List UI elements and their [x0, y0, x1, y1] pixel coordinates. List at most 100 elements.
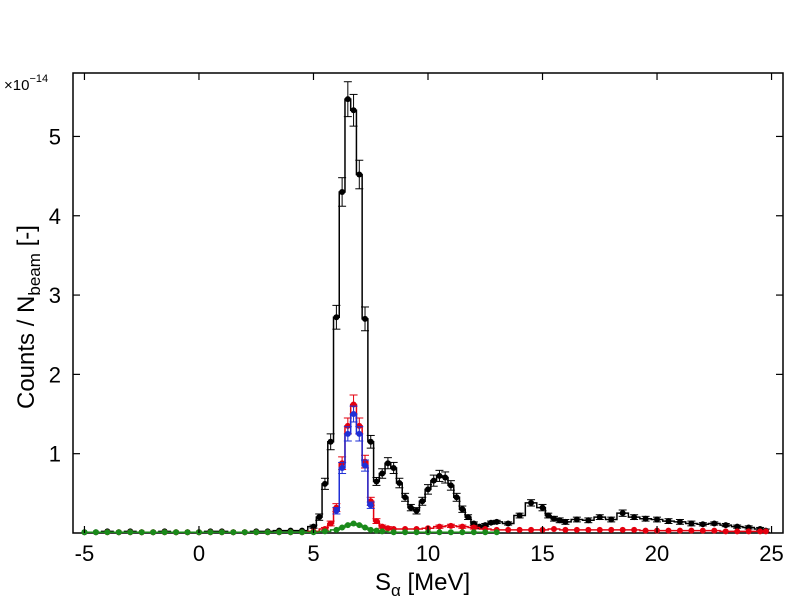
data-point — [573, 516, 580, 523]
data-point — [493, 518, 500, 525]
data-point — [562, 526, 569, 533]
data-point — [699, 527, 706, 534]
data-point — [362, 315, 369, 322]
data-point — [516, 526, 523, 533]
data-point — [596, 514, 603, 521]
y-ticks: 1 2 3 4 5 — [49, 124, 783, 467]
data-point — [665, 518, 672, 525]
x-tick-label: 10 — [416, 541, 440, 566]
series-1-step-line — [104, 403, 769, 533]
data-point — [608, 516, 615, 523]
data-point — [722, 522, 729, 529]
data-point — [711, 527, 718, 534]
data-point — [447, 522, 454, 529]
data-point — [654, 516, 661, 523]
data-point — [596, 526, 603, 533]
x-tick-label: 0 — [193, 541, 205, 566]
data-point — [333, 314, 340, 321]
data-point — [350, 520, 357, 527]
data-point — [642, 515, 649, 522]
data-point — [127, 529, 134, 536]
data-point — [442, 474, 449, 481]
data-point — [573, 526, 580, 533]
data-point — [327, 520, 334, 527]
data-point — [362, 524, 369, 531]
data-point — [699, 521, 706, 528]
data-point — [585, 517, 592, 524]
data-point — [470, 529, 477, 536]
data-point — [356, 422, 363, 429]
data-point — [676, 518, 683, 525]
data-point — [390, 529, 397, 536]
data-point — [619, 526, 626, 533]
data-point — [556, 517, 563, 524]
data-point — [367, 526, 374, 533]
series-0-step-line — [81, 98, 769, 533]
data-point — [734, 528, 741, 535]
data-point — [350, 411, 357, 418]
data-point — [642, 527, 649, 534]
data-point — [207, 529, 214, 536]
series-0 — [81, 81, 770, 536]
data-point — [407, 504, 414, 511]
data-point — [344, 422, 351, 429]
data-point — [396, 480, 403, 487]
data-point — [539, 504, 546, 511]
data-point — [430, 477, 437, 484]
x-ticks: -5 0 5 10 15 20 25 — [75, 73, 784, 566]
data-point — [344, 96, 351, 103]
data-point — [585, 526, 592, 533]
data-point — [373, 518, 380, 525]
data-point — [482, 529, 489, 536]
data-point — [459, 529, 466, 536]
data-point — [367, 502, 374, 509]
data-point — [384, 525, 391, 532]
x-tick-label: 20 — [645, 541, 669, 566]
series-layer — [81, 81, 770, 536]
data-point — [459, 506, 466, 513]
data-point — [465, 514, 472, 521]
data-point — [447, 482, 454, 489]
data-point — [253, 529, 260, 536]
data-point — [425, 486, 431, 493]
data-point — [379, 528, 386, 535]
data-point — [608, 526, 615, 533]
data-point — [545, 512, 552, 519]
data-point — [218, 529, 225, 536]
data-point — [333, 507, 340, 514]
data-point — [115, 529, 122, 536]
data-point — [722, 528, 729, 535]
plot-frame — [72, 72, 784, 534]
data-point — [333, 526, 340, 533]
data-point — [350, 107, 357, 114]
data-point — [379, 523, 386, 530]
data-point — [356, 171, 363, 178]
data-point — [390, 464, 397, 471]
data-point — [734, 523, 741, 530]
data-point — [276, 529, 283, 536]
data-point — [528, 499, 535, 506]
data-point — [757, 528, 764, 535]
data-point — [104, 529, 111, 536]
series-1 — [104, 394, 769, 536]
data-point — [413, 529, 420, 536]
data-point — [299, 529, 306, 536]
series-2 — [332, 405, 375, 515]
x-tick-label: 15 — [530, 541, 554, 566]
data-point — [184, 529, 191, 536]
x-axis-title: Sα [MeV] — [375, 569, 470, 600]
data-point — [316, 514, 323, 521]
y-tick-label: 2 — [49, 362, 61, 387]
data-point — [745, 528, 752, 535]
data-point — [711, 520, 718, 527]
data-point — [550, 526, 557, 533]
data-point — [344, 430, 351, 437]
data-point — [550, 515, 557, 522]
data-point — [402, 494, 409, 501]
x-tick-label: -5 — [75, 541, 95, 566]
data-point — [665, 527, 672, 534]
y-tick-label: 3 — [49, 283, 61, 308]
data-point — [379, 470, 386, 477]
data-point — [356, 430, 363, 437]
